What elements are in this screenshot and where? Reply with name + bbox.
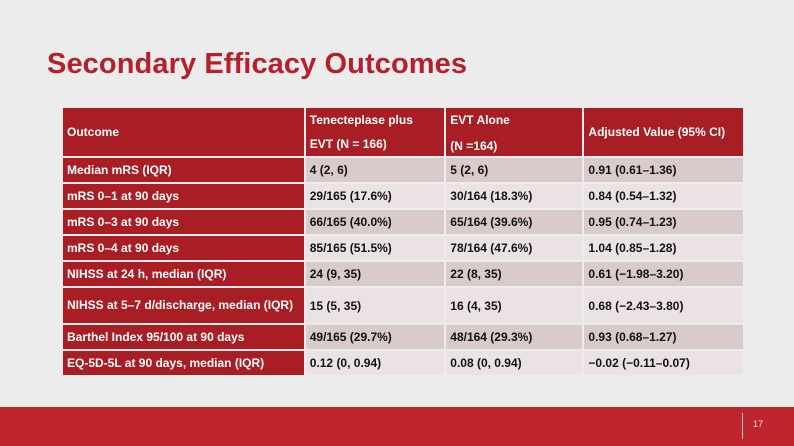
header-tenecteplase-line1: Tenecteplase plus (309, 113, 413, 127)
header-outcome: Outcome (63, 108, 304, 156)
adjusted-cell: 0.95 (0.74–1.23) (584, 210, 743, 234)
tenecteplase-cell: 29/165 (17.6%) (305, 184, 445, 208)
evt-cell: 5 (2, 6) (446, 158, 583, 182)
adjusted-cell: −0.02 (−0.11–0.07) (584, 351, 743, 375)
tenecteplase-cell: 15 (5, 35) (305, 288, 445, 323)
outcome-cell: Median mRS (IQR) (63, 158, 304, 182)
adjusted-cell: 0.93 (0.68–1.27) (584, 325, 743, 349)
header-tenecteplase: Tenecteplase plus EVT (N = 166) (305, 108, 445, 156)
header-evt-line2: (N =164) (450, 139, 498, 153)
tenecteplase-cell: 49/165 (29.7%) (305, 325, 445, 349)
page-number: 17 (753, 419, 764, 429)
header-tenecteplase-line2: EVT (N = 166) (309, 137, 387, 151)
evt-cell: 78/164 (47.6%) (446, 236, 583, 260)
slide-title: Secondary Efficacy Outcomes (47, 48, 468, 80)
table-row: NIHSS at 5–7 d/discharge, median (IQR) 1… (63, 288, 743, 323)
table-row: mRS 0–4 at 90 days 85/165 (51.5%) 78/164… (63, 236, 743, 260)
evt-cell: 30/164 (18.3%) (446, 184, 583, 208)
footer-divider (742, 413, 743, 439)
tenecteplase-cell: 4 (2, 6) (305, 158, 445, 182)
outcome-cell: mRS 0–1 at 90 days (63, 184, 304, 208)
table-row: mRS 0–1 at 90 days 29/165 (17.6%) 30/164… (63, 184, 743, 208)
header-evt-line1: EVT Alone (450, 113, 510, 127)
table-row: mRS 0–3 at 90 days 66/165 (40.0%) 65/164… (63, 210, 743, 234)
footer-band (0, 407, 794, 446)
table-row: Median mRS (IQR) 4 (2, 6) 5 (2, 6) 0.91 … (63, 158, 743, 182)
evt-cell: 22 (8, 35) (446, 262, 583, 286)
header-outcome-label: Outcome (67, 125, 120, 139)
header-adjusted-label: Adjusted Value (95% CI) (588, 125, 726, 139)
adjusted-cell: 0.68 (−2.43–3.80) (584, 288, 743, 323)
evt-cell: 16 (4, 35) (446, 288, 583, 323)
tenecteplase-cell: 85/165 (51.5%) (305, 236, 445, 260)
tenecteplase-cell: 0.12 (0, 0.94) (305, 351, 445, 375)
outcome-cell: NIHSS at 24 h, median (IQR) (63, 262, 304, 286)
outcome-cell: EQ-5D-5L at 90 days, median (IQR) (63, 351, 304, 375)
table-row: EQ-5D-5L at 90 days, median (IQR) 0.12 (… (63, 351, 743, 375)
adjusted-cell: 0.91 (0.61–1.36) (584, 158, 743, 182)
evt-cell: 48/164 (29.3%) (446, 325, 583, 349)
outcome-cell: Barthel Index 95/100 at 90 days (63, 325, 304, 349)
adjusted-cell: 1.04 (0.85–1.28) (584, 236, 743, 260)
tenecteplase-cell: 66/165 (40.0%) (305, 210, 445, 234)
evt-cell: 0.08 (0, 0.94) (446, 351, 583, 375)
table-row: NIHSS at 24 h, median (IQR) 24 (9, 35) 2… (63, 262, 743, 286)
table-row: Barthel Index 95/100 at 90 days 49/165 (… (63, 325, 743, 349)
adjusted-cell: 0.61 (−1.98–3.20) (584, 262, 743, 286)
outcomes-table: Outcome Tenecteplase plus EVT (N = 166) E… (61, 106, 745, 377)
header-evt-alone: EVT Alone (N =164) (446, 108, 583, 156)
table-header-row: Outcome Tenecteplase plus EVT (N = 166) E… (63, 108, 743, 156)
adjusted-cell: 0.84 (0.54–1.32) (584, 184, 743, 208)
evt-cell: 65/164 (39.6%) (446, 210, 583, 234)
tenecteplase-cell: 24 (9, 35) (305, 262, 445, 286)
outcome-cell: mRS 0–3 at 90 days (63, 210, 304, 234)
outcome-cell: NIHSS at 5–7 d/discharge, median (IQR) (63, 288, 304, 323)
header-adjusted-value: Adjusted Value (95% CI) (584, 108, 743, 156)
outcome-cell: mRS 0–4 at 90 days (63, 236, 304, 260)
